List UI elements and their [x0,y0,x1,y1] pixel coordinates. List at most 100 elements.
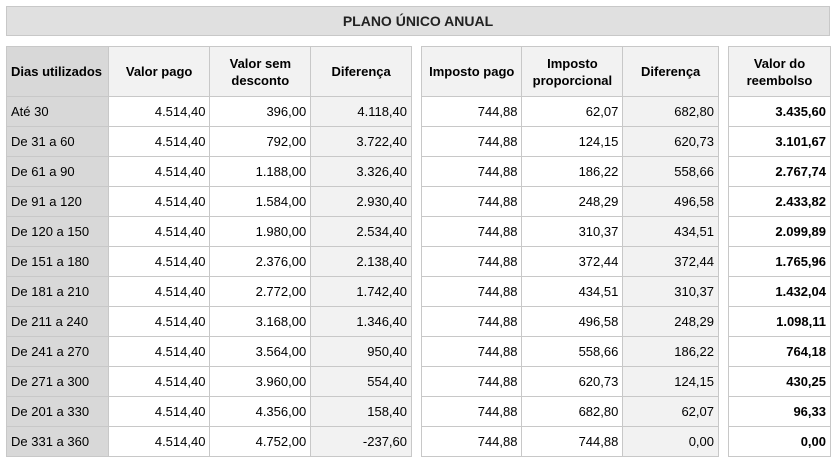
column-header-amount-paid: Valor pago [107,46,211,97]
refund-value-cell: 96,33 [728,396,831,427]
undiscounted-value-cell: 1.188,00 [209,156,312,187]
tax-difference-cell: 310,37 [622,276,719,307]
undiscounted-value-cell: 3.168,00 [209,306,312,337]
tax-difference-cell: 186,22 [622,336,719,367]
column-header-difference: Diferença [310,46,412,97]
table-row: 764,18 [728,336,831,367]
column-header-proportional-tax: Imposto proporcional [521,46,624,97]
refund-value-cell: 764,18 [728,336,831,367]
table-row: De 271 a 300 4.514,40 3.960,00 554,40 [6,366,412,397]
proportional-tax-cell: 124,15 [521,126,624,157]
undiscounted-value-cell: 396,00 [209,96,312,127]
table-row: 744,88 558,66 186,22 [420,336,719,367]
proportional-tax-cell: 310,37 [521,216,624,247]
table-row: 744,88 434,51 310,37 [420,276,719,307]
undiscounted-value-cell: 2.376,00 [209,246,312,277]
table-row: De 181 a 210 4.514,40 2.772,00 1.742,40 [6,276,412,307]
column-header-refund-value: Valor do reembolso [728,46,831,97]
days-range-cell: De 181 a 210 [6,276,109,307]
amount-paid-cell: 4.514,40 [107,426,211,457]
table-row: 744,88 620,73 124,15 [420,366,719,397]
table-row: 744,88 372,44 372,44 [420,246,719,277]
table-row: De 211 a 240 4.514,40 3.168,00 1.346,40 [6,306,412,337]
undiscounted-value-cell: 1.980,00 [209,216,312,247]
refund-value-cell: 3.435,60 [728,96,831,127]
tax-table: Imposto pago Imposto proporcional Difere… [420,46,719,457]
difference-cell: 950,40 [310,336,412,367]
amount-paid-cell: 4.514,40 [107,96,211,127]
table-row: 744,88 310,37 434,51 [420,216,719,247]
refund-value-cell: 2.433,82 [728,186,831,217]
table-row: 1.098,11 [728,306,831,337]
days-range-cell: De 211 a 240 [6,306,109,337]
tax-difference-cell: 496,58 [622,186,719,217]
proportional-tax-cell: 434,51 [521,276,624,307]
table-row: 744,88 744,88 0,00 [420,426,719,457]
table-row: 744,88 496,58 248,29 [420,306,719,337]
tax-difference-cell: 248,29 [622,306,719,337]
days-range-cell: De 91 a 120 [6,186,109,217]
undiscounted-value-cell: 4.752,00 [209,426,312,457]
table-row: 96,33 [728,396,831,427]
tax-paid-cell: 744,88 [420,216,523,247]
table-row: 3.435,60 [728,96,831,127]
refund-value-cell: 1.098,11 [728,306,831,337]
days-range-cell: Até 30 [6,96,109,127]
days-range-cell: De 61 a 90 [6,156,109,187]
difference-cell: 2.138,40 [310,246,412,277]
proportional-tax-cell: 372,44 [521,246,624,277]
undiscounted-value-cell: 4.356,00 [209,396,312,427]
days-range-cell: De 151 a 180 [6,246,109,277]
tax-paid-cell: 744,88 [420,186,523,217]
tax-difference-cell: 434,51 [622,216,719,247]
header-row: Imposto pago Imposto proporcional Difere… [420,46,719,97]
header-row: Dias utilizados Valor pago Valor sem des… [6,46,412,97]
tax-difference-cell: 558,66 [622,156,719,187]
amount-paid-cell: 4.514,40 [107,306,211,337]
tax-paid-cell: 744,88 [420,126,523,157]
refund-value-cell: 430,25 [728,366,831,397]
tax-paid-cell: 744,88 [420,276,523,307]
table-row: De 91 a 120 4.514,40 1.584,00 2.930,40 [6,186,412,217]
tax-paid-cell: 744,88 [420,96,523,127]
tax-paid-cell: 744,88 [420,246,523,277]
difference-cell: 1.346,40 [310,306,412,337]
tax-paid-cell: 744,88 [420,396,523,427]
refund-value-cell: 3.101,67 [728,126,831,157]
table-row: 744,88 248,29 496,58 [420,186,719,217]
amount-paid-cell: 4.514,40 [107,216,211,247]
amount-paid-cell: 4.514,40 [107,126,211,157]
proportional-tax-cell: 62,07 [521,96,624,127]
table-row: De 331 a 360 4.514,40 4.752,00 -237,60 [6,426,412,457]
table-row: Até 30 4.514,40 396,00 4.118,40 [6,96,412,127]
table-row: 2.433,82 [728,186,831,217]
amount-paid-cell: 4.514,40 [107,246,211,277]
proportional-tax-cell: 744,88 [521,426,624,457]
difference-cell: -237,60 [310,426,412,457]
proportional-tax-cell: 558,66 [521,336,624,367]
table-row: 2.099,89 [728,216,831,247]
proportional-tax-cell: 248,29 [521,186,624,217]
column-header-undiscounted-value: Valor sem desconto [209,46,312,97]
table-row: De 241 a 270 4.514,40 3.564,00 950,40 [6,336,412,367]
days-range-cell: De 271 a 300 [6,366,109,397]
tax-paid-cell: 744,88 [420,366,523,397]
tax-difference-cell: 620,73 [622,126,719,157]
difference-cell: 1.742,40 [310,276,412,307]
tax-paid-cell: 744,88 [420,426,523,457]
table-row: De 201 a 330 4.514,40 4.356,00 158,40 [6,396,412,427]
refund-value-cell: 2.767,74 [728,156,831,187]
header-row: Valor do reembolso [728,46,831,97]
days-range-cell: De 201 a 330 [6,396,109,427]
tax-difference-cell: 682,80 [622,96,719,127]
amount-paid-cell: 4.514,40 [107,156,211,187]
table-row: 744,88 62,07 682,80 [420,96,719,127]
column-header-tax-paid: Imposto pago [420,46,523,97]
difference-cell: 554,40 [310,366,412,397]
difference-cell: 2.930,40 [310,186,412,217]
tax-difference-cell: 124,15 [622,366,719,397]
table-row: De 151 a 180 4.514,40 2.376,00 2.138,40 [6,246,412,277]
column-header-days-used: Dias utilizados [6,46,109,97]
tax-paid-cell: 744,88 [420,156,523,187]
tax-difference-cell: 0,00 [622,426,719,457]
